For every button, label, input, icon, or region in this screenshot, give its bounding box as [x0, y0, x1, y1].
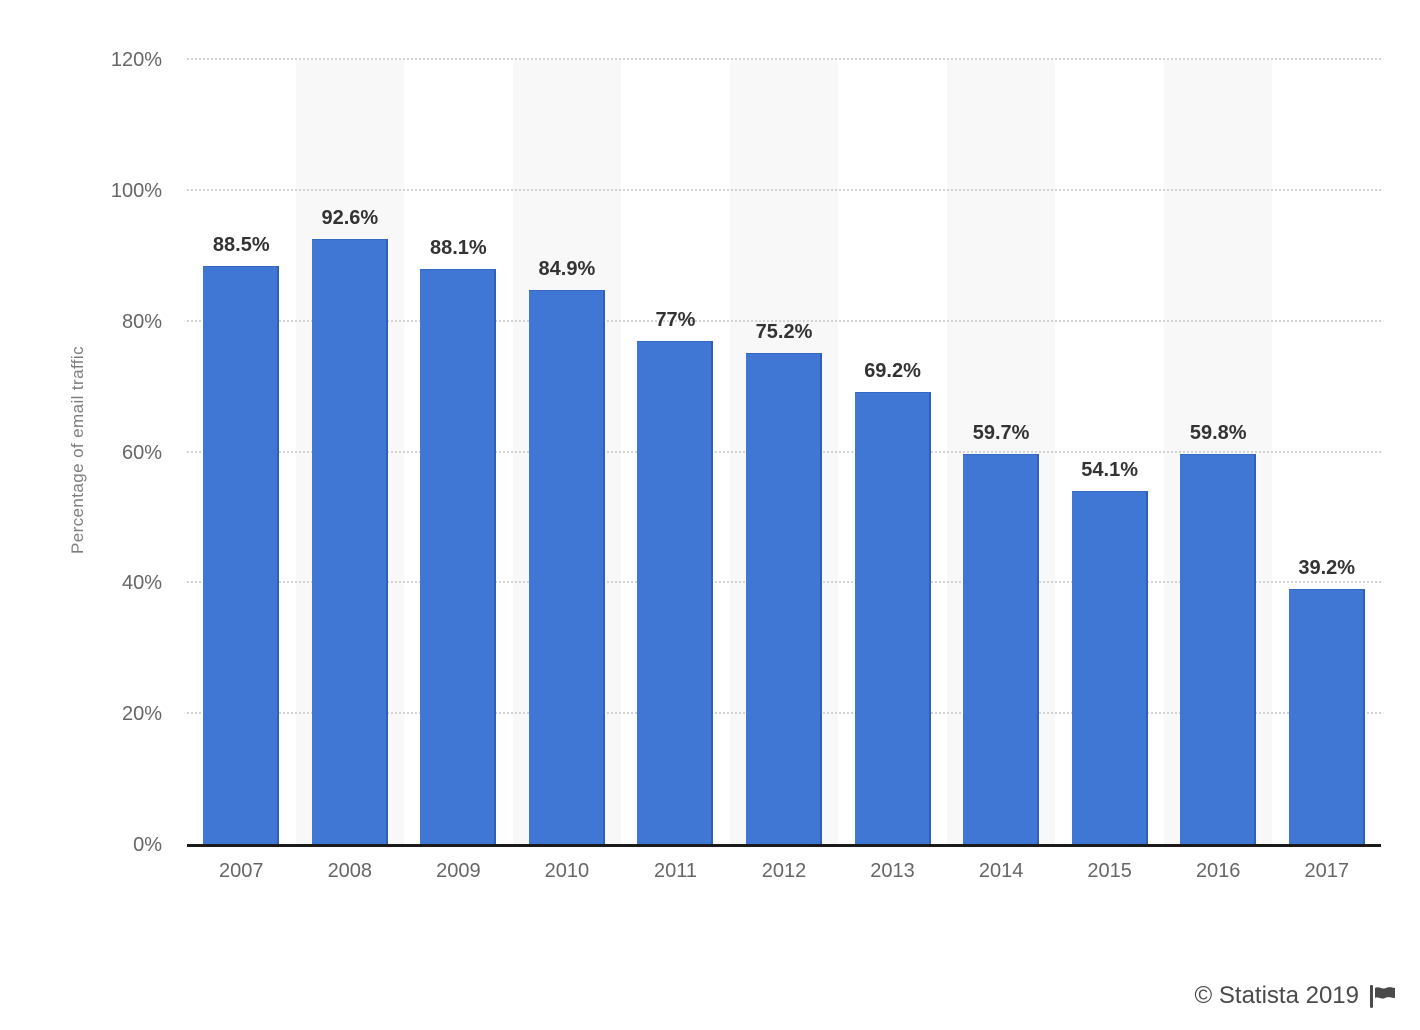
y-tick-20%: 20%: [121, 703, 162, 726]
column-2012: 75.2%: [730, 60, 839, 845]
bar-2013[interactable]: [854, 392, 931, 845]
value-label-2012: 75.2%: [755, 321, 813, 344]
value-label-2011: 77%: [655, 309, 696, 332]
column-2010: 84.9%: [513, 60, 622, 845]
y-tick-60%: 60%: [121, 441, 162, 464]
bar-2007[interactable]: [203, 266, 280, 845]
column-2009: 88.1%: [404, 60, 513, 845]
value-label-2016: 59.8%: [1189, 421, 1247, 444]
bar-2014[interactable]: [963, 454, 1040, 845]
bar-columns: 88.5% 92.6% 88.1% 84.9% 77% 75.2% 69.2% 59.7% 54…: [187, 60, 1381, 845]
x-tick-2009: 2009: [436, 860, 481, 882]
y-tick-100%: 100%: [110, 179, 162, 202]
y-tick-40%: 40%: [121, 572, 162, 595]
x-tick-2011: 2011: [653, 860, 697, 882]
value-label-2010: 84.9%: [538, 257, 596, 280]
plot-area: 88.5% 92.6% 88.1% 84.9% 77% 75.2% 69.2% 59.7% 54…: [187, 58, 1381, 847]
y-tick-0%: 0%: [133, 834, 162, 856]
value-label-2008: 92.6%: [321, 207, 379, 230]
gridline-120%: [187, 58, 1381, 60]
gridline-80%: [187, 319, 1381, 322]
column-2017: 39.2%: [1272, 60, 1381, 845]
value-label-2017: 39.2%: [1298, 556, 1356, 579]
x-axis-tick-labels: 2007 2008 2009 2010 2011 2012 2013 2014 2015 2016…: [187, 860, 1381, 883]
x-axis-line: [187, 844, 1381, 847]
flag-icon: [1370, 984, 1395, 1008]
y-axis-tick-labels: 0% 20% 40% 60% 80% 100% 120%: [0, 49, 162, 856]
column-2008: 92.6%: [296, 60, 405, 845]
column-2007: 88.5%: [187, 60, 296, 845]
column-2016: 59.8%: [1164, 60, 1273, 845]
x-tick-2014: 2014: [978, 860, 1024, 882]
bar-2009[interactable]: [420, 268, 497, 845]
statista-credit: © Statista 2019: [1195, 982, 1396, 1010]
column-2014: 59.7%: [947, 60, 1056, 845]
x-tick-2016: 2016: [1195, 860, 1241, 882]
credit-text: © Statista 2019: [1194, 982, 1359, 1009]
bar-2016[interactable]: [1180, 453, 1257, 845]
column-2011: 77%: [621, 60, 730, 845]
y-tick-120%: 120%: [110, 49, 162, 71]
value-label-2014: 59.7%: [972, 422, 1030, 445]
value-label-2015: 54.1%: [1081, 459, 1138, 482]
column-2013: 69.2%: [838, 60, 947, 845]
x-tick-2012: 2012: [761, 860, 807, 882]
value-label-2013: 69.2%: [864, 360, 921, 383]
x-tick-2017: 2017: [1304, 860, 1349, 882]
x-tick-2007: 2007: [219, 860, 264, 882]
bar-2008[interactable]: [311, 239, 388, 845]
bar-2012[interactable]: [746, 353, 822, 845]
gridline-100%: [187, 188, 1381, 191]
x-tick-2013: 2013: [870, 860, 915, 882]
x-tick-2010: 2010: [544, 860, 590, 882]
bar-2011[interactable]: [637, 341, 714, 845]
value-label-2009: 88.1%: [430, 236, 487, 259]
column-2015: 54.1%: [1055, 60, 1164, 845]
x-tick-2015: 2015: [1087, 860, 1132, 882]
bar-2017[interactable]: [1288, 588, 1365, 845]
bar-2015[interactable]: [1071, 491, 1148, 845]
value-label-2007: 88.5%: [212, 234, 270, 257]
y-tick-80%: 80%: [121, 310, 162, 333]
bar-2010[interactable]: [528, 289, 605, 845]
x-tick-2008: 2008: [327, 860, 373, 882]
